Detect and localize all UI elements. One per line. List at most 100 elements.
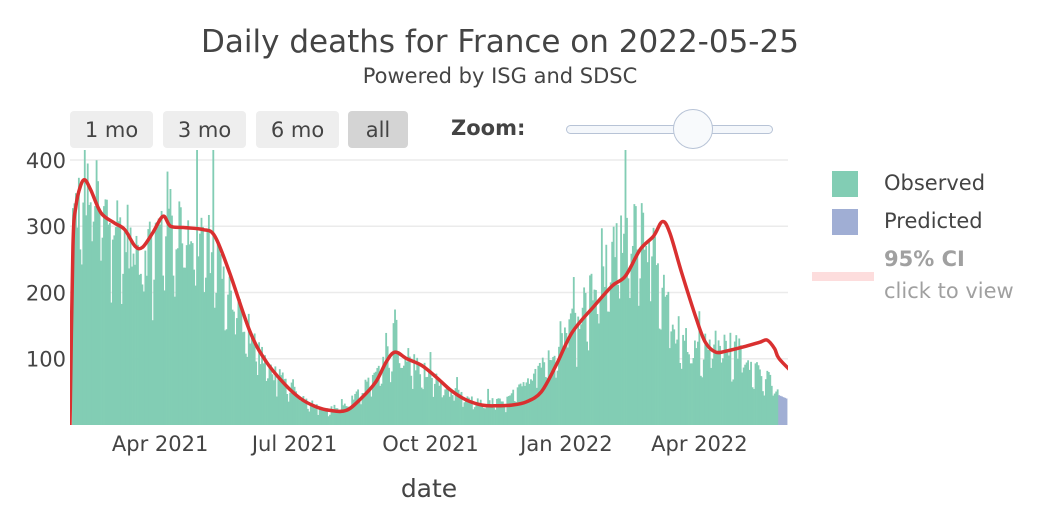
observed-bar xyxy=(773,393,776,425)
zoom-label: Zoom: xyxy=(451,116,526,140)
observed-bar xyxy=(404,357,407,425)
observed-bar xyxy=(265,380,268,425)
observed-bar xyxy=(236,318,238,425)
observed-bar xyxy=(624,150,627,425)
predicted-bar xyxy=(781,396,784,425)
observed-bar xyxy=(586,341,588,425)
observed-bar xyxy=(137,244,139,425)
observed-bar xyxy=(249,343,252,425)
observed-bar xyxy=(694,340,696,425)
observed-bar xyxy=(766,370,769,425)
observed-bar xyxy=(318,408,321,425)
legend-label-predicted: Predicted xyxy=(884,209,983,233)
observed-bar xyxy=(103,206,105,425)
observed-bar xyxy=(745,362,748,425)
observed-bar xyxy=(565,332,568,425)
range-button-1-month[interactable]: 1 mo xyxy=(70,111,153,148)
observed-bar xyxy=(333,404,336,425)
observed-bar xyxy=(122,273,125,425)
observed-bar xyxy=(670,331,673,425)
observed-bar xyxy=(148,221,151,425)
legend-swatch-observed xyxy=(832,171,858,197)
observed-bar xyxy=(312,404,315,425)
observed-bar xyxy=(448,396,451,425)
observed-bar xyxy=(238,298,241,425)
observed-bar xyxy=(606,311,609,425)
observed-bar xyxy=(473,407,476,425)
observed-bar xyxy=(664,296,667,425)
observed-bar xyxy=(696,341,699,425)
observed-bar xyxy=(95,160,98,425)
observed-bar xyxy=(301,397,303,425)
observed-bar xyxy=(97,181,99,425)
observed-bar xyxy=(383,362,386,425)
observed-bar xyxy=(367,377,370,425)
observed-bar xyxy=(417,362,420,425)
observed-bar xyxy=(733,341,736,425)
x-axis-ticks: Apr 2021 Jul 2021 Oct 2021 Jan 2022 Apr 2022 xyxy=(112,432,748,456)
observed-bar xyxy=(630,253,633,425)
observed-bar xyxy=(337,411,340,425)
observed-bar xyxy=(717,340,720,425)
observed-bar xyxy=(637,305,640,425)
observed-bars xyxy=(72,150,779,425)
observed-bar xyxy=(540,367,543,425)
observed-bar xyxy=(181,243,184,425)
x-tick-label: Apr 2022 xyxy=(651,432,747,456)
observed-bar xyxy=(680,368,683,425)
observed-bar xyxy=(419,374,422,425)
observed-bar xyxy=(190,241,193,425)
observed-bar xyxy=(428,371,430,425)
observed-bar xyxy=(441,397,444,425)
observed-bar xyxy=(203,292,206,425)
observed-bar xyxy=(584,292,587,425)
range-button-6-months[interactable]: 6 mo xyxy=(256,111,339,148)
observed-bar xyxy=(754,363,757,425)
observed-bar xyxy=(147,229,150,425)
observed-bar xyxy=(110,302,113,425)
observed-bar xyxy=(558,346,560,425)
observed-bar xyxy=(643,249,646,425)
observed-bar xyxy=(284,378,287,425)
observed-bar xyxy=(357,389,360,425)
observed-bar xyxy=(138,274,141,425)
observed-bar xyxy=(629,298,631,425)
observed-bar xyxy=(686,352,689,425)
observed-bar xyxy=(256,375,259,425)
observed-bar xyxy=(698,311,701,425)
observed-bar xyxy=(691,363,693,425)
observed-bar xyxy=(550,360,553,425)
observed-bar xyxy=(345,406,348,425)
observed-bar xyxy=(370,396,373,425)
observed-bar xyxy=(732,379,735,425)
observed-bar xyxy=(151,320,154,425)
observed-bar xyxy=(535,387,538,425)
observed-bar xyxy=(549,360,552,425)
observed-bar xyxy=(603,286,606,425)
observed-bar xyxy=(726,350,729,425)
observed-bar xyxy=(699,375,702,425)
observed-bar xyxy=(299,400,302,425)
observed-bar xyxy=(244,353,247,425)
observed-bar xyxy=(364,379,367,425)
range-button-all[interactable]: all xyxy=(348,111,408,148)
observed-bar xyxy=(157,218,160,425)
observed-bar xyxy=(324,408,327,425)
observed-bar xyxy=(447,389,450,425)
observed-bar xyxy=(456,377,458,425)
observed-bar xyxy=(504,412,507,425)
zoom-slider-handle[interactable] xyxy=(673,109,714,149)
observed-bar xyxy=(658,328,661,425)
zoom-slider-track[interactable] xyxy=(566,125,773,134)
observed-bar xyxy=(507,396,510,425)
observed-bar xyxy=(741,372,744,425)
observed-bar xyxy=(645,245,648,425)
observed-bar xyxy=(710,367,713,425)
observed-bar xyxy=(679,362,682,425)
y-axis-ticks: 100 200 300 400 xyxy=(26,149,66,372)
observed-bar xyxy=(639,278,642,425)
range-button-3-months[interactable]: 3 mo xyxy=(163,111,246,148)
observed-bar xyxy=(654,236,656,425)
observed-bar xyxy=(422,389,425,425)
observed-bar xyxy=(303,401,306,425)
